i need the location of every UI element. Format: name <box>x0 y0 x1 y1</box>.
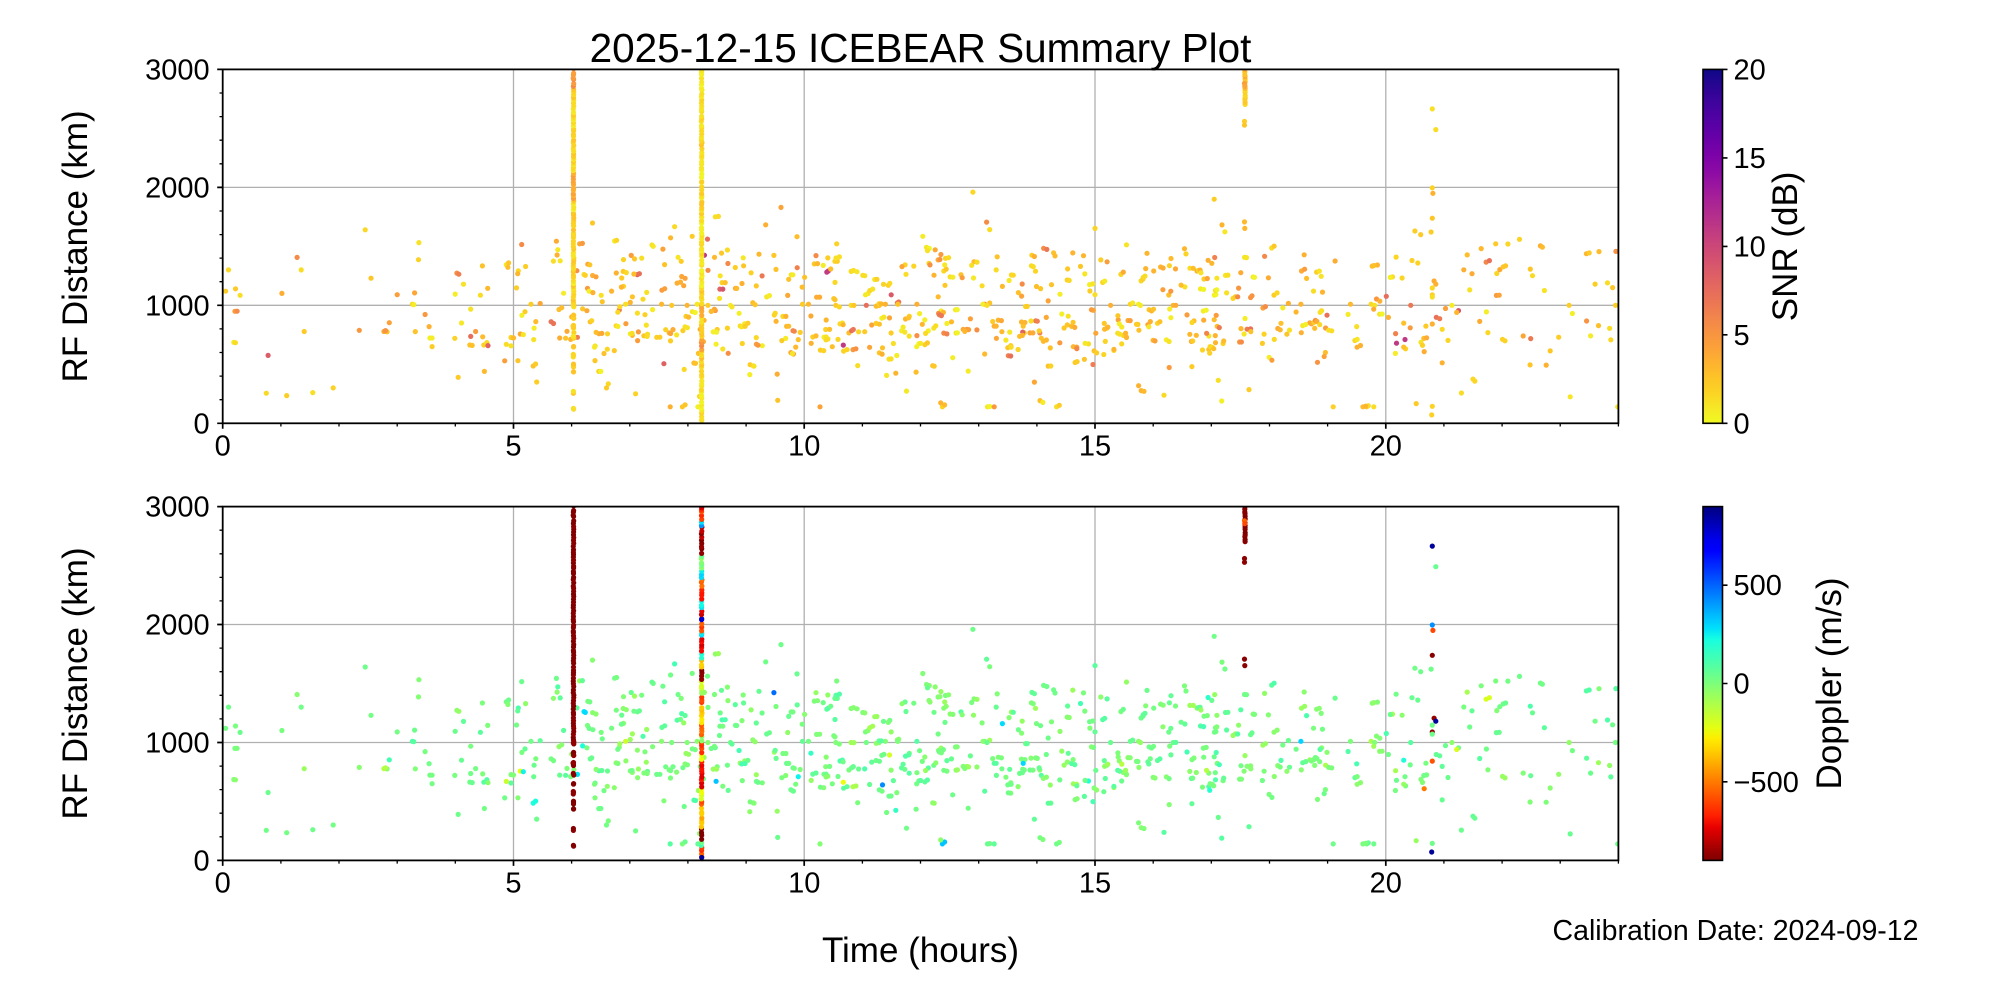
svg-text:10: 10 <box>788 430 820 462</box>
svg-text:5: 5 <box>1734 320 1750 352</box>
svg-text:15: 15 <box>1079 867 1111 899</box>
svg-text:10: 10 <box>1734 231 1766 263</box>
svg-text:0: 0 <box>215 867 231 899</box>
svg-text:2000: 2000 <box>145 610 210 642</box>
svg-text:Doppler (m/s): Doppler (m/s) <box>1810 578 1849 790</box>
svg-text:0: 0 <box>194 408 210 440</box>
svg-text:Calibration Date: 2024-09-12: Calibration Date: 2024-09-12 <box>1553 915 1919 947</box>
svg-text:15: 15 <box>1079 430 1111 462</box>
svg-text:2025-12-15 ICEBEAR Summary Plo: 2025-12-15 ICEBEAR Summary Plot <box>590 25 1252 71</box>
svg-text:20: 20 <box>1370 430 1402 462</box>
svg-text:0: 0 <box>1734 669 1750 701</box>
svg-text:0: 0 <box>215 430 231 462</box>
svg-text:RF Distance (km): RF Distance (km) <box>56 110 95 382</box>
svg-text:2000: 2000 <box>145 172 210 204</box>
svg-text:20: 20 <box>1734 54 1766 86</box>
svg-text:RF Distance (km): RF Distance (km) <box>56 547 95 819</box>
svg-text:10: 10 <box>788 867 820 899</box>
svg-text:3000: 3000 <box>145 492 210 524</box>
svg-text:1000: 1000 <box>145 728 210 760</box>
svg-text:−500: −500 <box>1734 767 1799 799</box>
svg-text:0: 0 <box>1734 408 1750 440</box>
svg-text:5: 5 <box>505 430 521 462</box>
svg-text:5: 5 <box>505 867 521 899</box>
svg-text:1000: 1000 <box>145 290 210 322</box>
svg-text:15: 15 <box>1734 143 1766 175</box>
svg-text:500: 500 <box>1734 570 1782 602</box>
svg-text:3000: 3000 <box>145 54 210 86</box>
svg-text:0: 0 <box>194 845 210 877</box>
svg-text:SNR (dB): SNR (dB) <box>1766 172 1805 322</box>
svg-text:Time (hours): Time (hours) <box>822 931 1019 970</box>
svg-text:20: 20 <box>1370 867 1402 899</box>
